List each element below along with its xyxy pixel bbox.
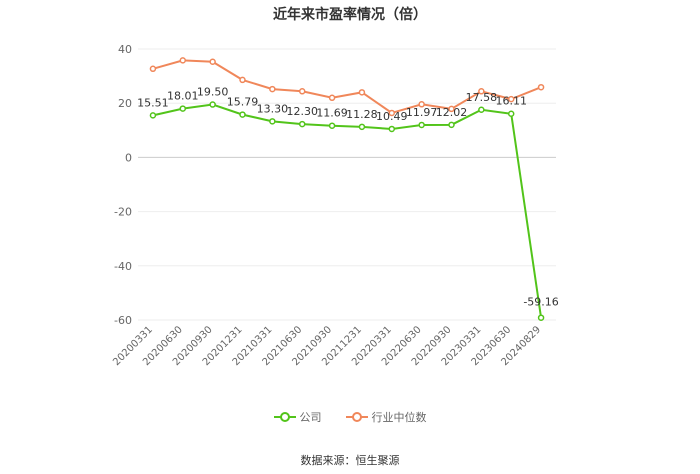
legend-industry-label: 行业中位数: [371, 411, 427, 424]
data-point-industry-median: [358, 89, 366, 96]
data-label-company: 10.49: [376, 110, 408, 123]
data-label-company: 11.28: [346, 108, 378, 121]
data-point-company: [179, 105, 187, 112]
series-line-industry-median: [152, 59, 542, 115]
data-point-industry-median: [149, 65, 157, 73]
y-tick-label: 0: [125, 151, 132, 164]
data-source-note: 数据来源：恒生聚源: [300, 454, 400, 467]
chart-legend: 公司 行业中位数: [0, 409, 700, 425]
legend-item-company[interactable]: 公司: [273, 409, 322, 425]
y-tick-label: -60: [114, 314, 132, 327]
data-label-company: 12.30: [286, 105, 318, 118]
data-label-company: 17.58: [466, 91, 498, 104]
data-label-company: 15.79: [227, 96, 259, 109]
y-tick-label: 40: [118, 43, 132, 56]
data-label-company: 16.11: [495, 95, 527, 108]
y-tick-label: 20: [118, 97, 132, 110]
data-point-company: [358, 123, 366, 131]
data-point-company: [478, 106, 485, 114]
data-point-industry-median: [418, 101, 425, 108]
data-label-company: 11.97: [406, 106, 438, 119]
series-line-company: [152, 103, 543, 318]
data-point-industry-median: [269, 85, 276, 93]
data-point-company: [149, 112, 157, 119]
data-point-industry-median: [328, 94, 336, 102]
data-point-industry-median: [448, 105, 455, 113]
data-label-company: -59.16: [523, 296, 558, 309]
y-tick-label: -20: [114, 206, 132, 219]
chart-title: 近年来市盈率情况（倍）: [273, 7, 427, 23]
data-label-company: 18.01: [167, 90, 199, 103]
data-point-company: [418, 121, 425, 129]
data-point-company: [269, 118, 276, 125]
legend-item-industry-median[interactable]: 行业中位数: [345, 409, 427, 425]
data-label-company: 11.69: [316, 107, 348, 120]
legend-company-label: 公司: [299, 411, 322, 424]
data-point-company: [507, 110, 515, 117]
data-point-industry-median: [239, 76, 246, 84]
legend-company-marker: [273, 411, 296, 423]
data-point-industry-median: [388, 109, 396, 117]
data-point-industry-median: [298, 88, 306, 95]
data-point-company: [239, 111, 246, 118]
data-label-company: 12.02: [436, 106, 468, 119]
data-point-industry-median: [478, 88, 485, 95]
legend-industry-marker: [345, 411, 368, 423]
y-tick-label: -40: [114, 260, 132, 273]
data-point-industry-median: [179, 57, 187, 64]
data-label-company: 19.50: [197, 86, 229, 99]
data-point-industry-median: [537, 83, 545, 91]
data-label-company: 13.30: [257, 102, 289, 115]
data-point-industry-median: [507, 95, 515, 103]
data-point-industry-median: [209, 58, 216, 65]
data-point-company: [328, 122, 336, 129]
data-point-company: [209, 101, 216, 108]
data-point-company: [388, 125, 396, 133]
data-point-company: [448, 121, 455, 129]
data-label-company: 15.51: [137, 96, 169, 109]
data-point-company: [298, 120, 306, 128]
data-point-company: [537, 314, 545, 321]
